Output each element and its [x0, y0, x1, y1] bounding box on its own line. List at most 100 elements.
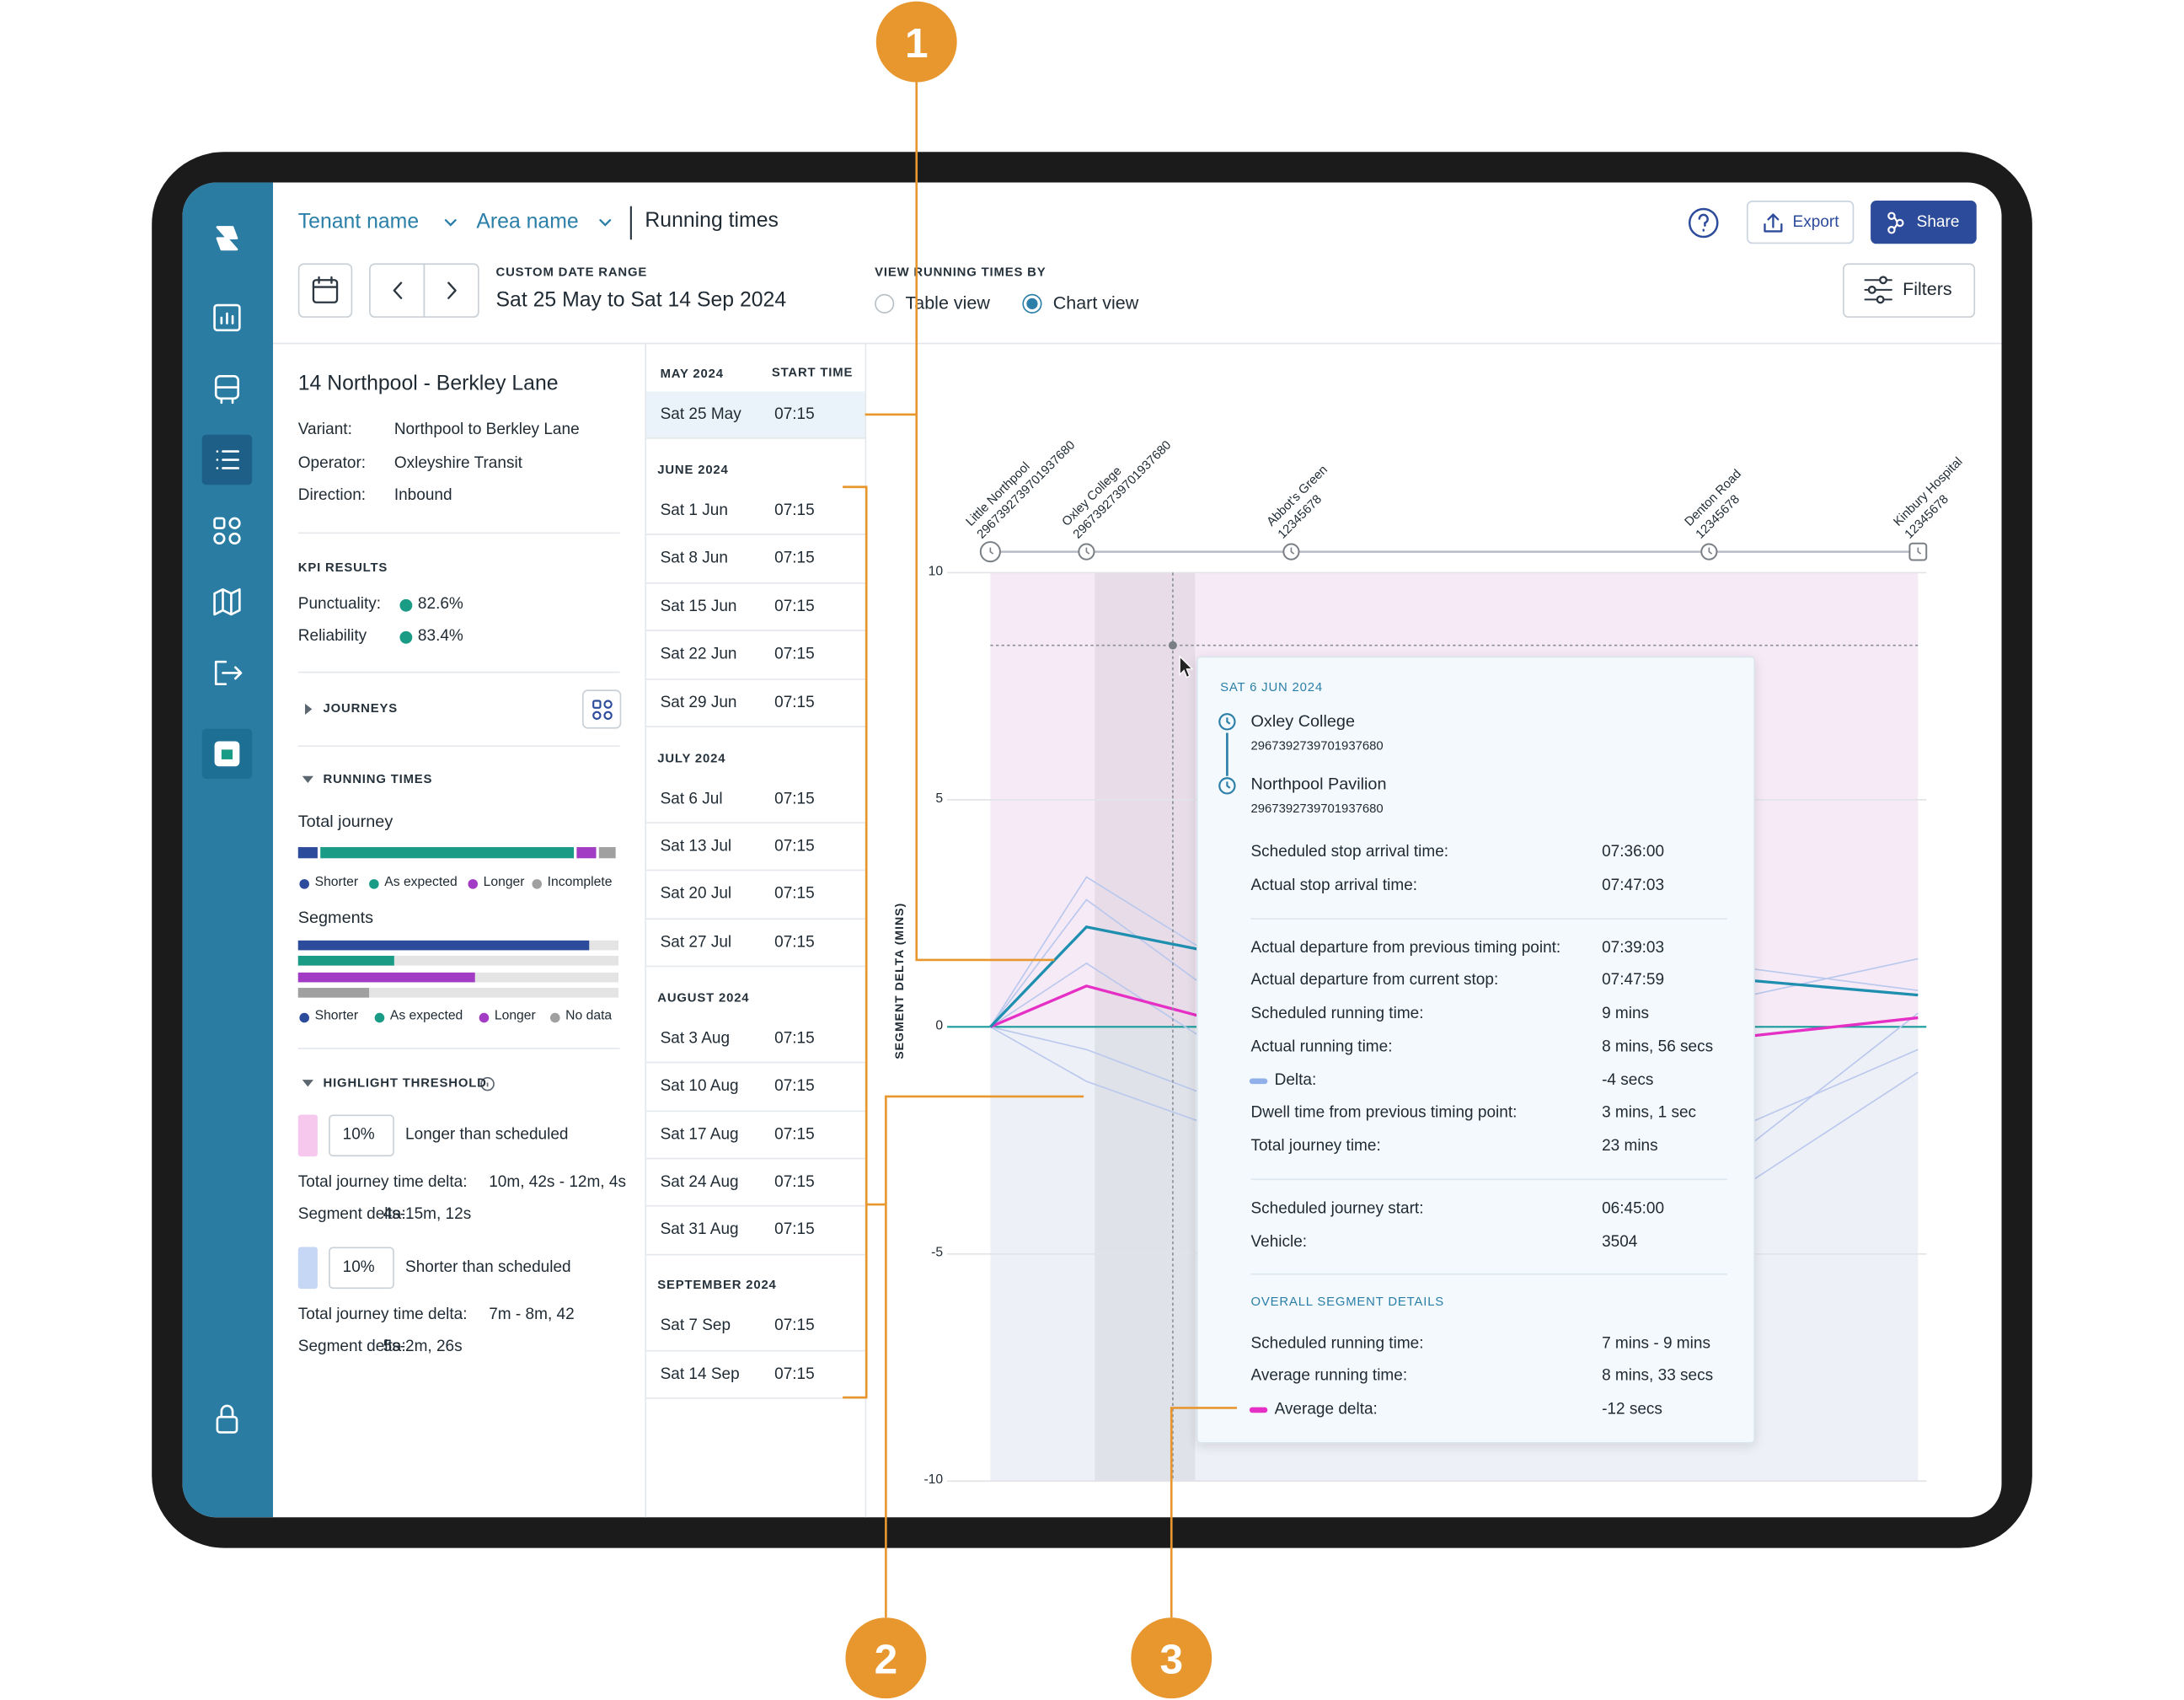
- legend-dot: [531, 878, 542, 888]
- tooltip-value: 07:36:00: [1602, 844, 1665, 861]
- tooltip-swatch: [1249, 1077, 1268, 1084]
- breadcrumb-area[interactable]: Area name: [476, 210, 579, 234]
- date-row[interactable]: [646, 1064, 865, 1112]
- legend-label: No data: [565, 1008, 613, 1024]
- start-time: 07:15: [774, 502, 815, 520]
- threshold-title[interactable]: HIGHLIGHT THRESHOLD: [323, 1075, 487, 1090]
- tooltip-stop-code: 2967392739701937680: [1250, 738, 1384, 753]
- calendar-button[interactable]: [297, 263, 353, 318]
- running-times-title[interactable]: RUNNING TIMES: [323, 771, 433, 786]
- date-range: Sat 25 May to Sat 14 Sep 2024: [495, 287, 787, 312]
- view-option[interactable]: Chart view: [1052, 292, 1139, 314]
- threshold-label: Longer than scheduled: [405, 1126, 569, 1144]
- date: Sat 3 Aug: [660, 1030, 731, 1048]
- y-tick-label: -10: [923, 1472, 944, 1488]
- date-row[interactable]: [646, 1207, 865, 1256]
- threshold-input[interactable]: [329, 1114, 394, 1157]
- nav-lock[interactable]: [216, 1415, 238, 1434]
- start-time: 07:15: [774, 598, 815, 615]
- date-row[interactable]: [646, 391, 865, 440]
- breadcrumb-tenant[interactable]: Tenant name: [297, 210, 420, 234]
- start-time: 07:15: [774, 1365, 815, 1383]
- date-row[interactable]: [646, 920, 865, 968]
- date-row[interactable]: [646, 775, 865, 823]
- kpi-label: Punctuality:: [297, 595, 382, 613]
- start-time: 07:15: [774, 694, 815, 711]
- cursor: [1179, 655, 1194, 678]
- segment-bar: [297, 972, 474, 982]
- filters-button[interactable]: [1843, 263, 1976, 318]
- help-button[interactable]: [1688, 207, 1719, 239]
- date-row[interactable]: [646, 1016, 865, 1064]
- export-label: Export: [1792, 214, 1839, 231]
- kpi-value: 83.4%: [417, 628, 463, 645]
- threshold-segment-label: Segment delta:: [297, 1338, 406, 1355]
- date-row[interactable]: [646, 823, 865, 871]
- tooltip-section-title: OVERALL SEGMENT DETAILS: [1250, 1294, 1445, 1308]
- start-time: 07:15: [774, 838, 815, 855]
- threshold-segment-value: 4s-15m, 12s: [383, 1206, 472, 1223]
- callout-badge: [875, 1, 957, 83]
- date-row[interactable]: [646, 871, 865, 920]
- journeys-view-button[interactable]: [581, 689, 622, 729]
- nav-dashboard[interactable]: [213, 303, 241, 332]
- date-row[interactable]: [646, 1303, 865, 1352]
- legend-label: Shorter: [314, 1008, 359, 1024]
- detail-value: Northpool to Berkley Lane: [393, 421, 580, 439]
- y-tick-label: 5: [935, 791, 944, 807]
- date: Sat 14 Sep: [660, 1365, 740, 1383]
- share-button[interactable]: [1871, 201, 1977, 244]
- journeys-title[interactable]: JOURNEYS: [323, 700, 398, 716]
- tooltip-value: 07:47:59: [1602, 972, 1665, 989]
- date-row[interactable]: [646, 488, 865, 536]
- date: Sat 20 Jul: [660, 886, 732, 904]
- date-row[interactable]: [646, 1159, 865, 1208]
- threshold-value: 10%: [342, 1258, 375, 1276]
- legend-label: As expected: [384, 874, 458, 890]
- start-time-header: START TIME: [771, 365, 854, 379]
- tooltip-value: 07:39:03: [1602, 939, 1665, 957]
- total-bar-segment: [320, 847, 575, 859]
- stop-clock: [1290, 547, 1295, 555]
- tooltip-stop: Oxley College: [1250, 711, 1355, 731]
- start-time: 07:15: [774, 1174, 815, 1191]
- nav-apps[interactable]: [213, 517, 241, 545]
- threshold-total-label: Total journey time delta:: [297, 1174, 468, 1191]
- detail-label: Variant:: [297, 421, 352, 439]
- threshold-total-value: 10m, 42s - 12m, 4s: [489, 1174, 626, 1191]
- legend-dot: [549, 1011, 559, 1022]
- legend-dot: [298, 1011, 309, 1022]
- date-row[interactable]: [646, 631, 865, 680]
- tooltip-label: Average delta:: [1274, 1401, 1378, 1418]
- segments-label: Segments: [297, 907, 374, 927]
- threshold-input[interactable]: [329, 1247, 394, 1290]
- date-row[interactable]: [646, 1112, 865, 1160]
- date: Sat 25 May: [660, 406, 741, 424]
- start-time: 07:15: [774, 550, 815, 567]
- date-row[interactable]: [646, 679, 865, 727]
- date-row[interactable]: [646, 1351, 865, 1400]
- export-button[interactable]: [1746, 201, 1855, 244]
- start-time: 07:15: [774, 1078, 815, 1096]
- threshold-value: 10%: [342, 1126, 375, 1144]
- date-row[interactable]: [646, 535, 865, 584]
- nav-map[interactable]: [213, 587, 241, 616]
- hover-point: [1168, 641, 1177, 650]
- tooltip-value: 9 mins: [1602, 1006, 1650, 1023]
- view-option[interactable]: Table view: [905, 292, 990, 314]
- tooltip-label: Actual departure from previous timing po…: [1250, 939, 1561, 957]
- start-time: 07:15: [774, 1126, 815, 1143]
- radio[interactable]: [875, 293, 895, 314]
- tooltip-value: 7 mins - 9 mins: [1602, 1335, 1710, 1352]
- total-bar-segment: [297, 847, 318, 859]
- date: Sat 6 Jul: [660, 790, 723, 807]
- detail-label: Operator:: [297, 455, 367, 472]
- nav-logout[interactable]: [214, 660, 243, 685]
- start-time: 07:15: [774, 886, 815, 904]
- date-row[interactable]: [646, 583, 865, 632]
- share-label: Share: [1916, 214, 1960, 231]
- tooltip-label: Actual departure from current stop:: [1250, 972, 1499, 989]
- next-button[interactable]: [423, 263, 479, 318]
- start-time: 07:15: [774, 406, 815, 424]
